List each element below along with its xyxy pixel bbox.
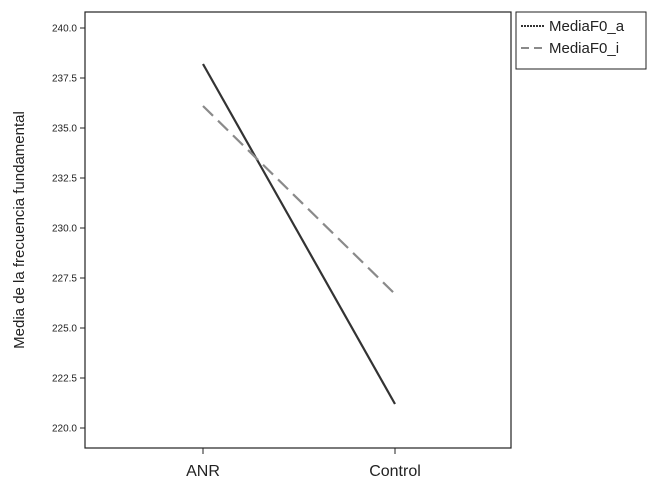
y-tick-label: 232.5 <box>52 174 77 185</box>
y-tick-label: 235.0 <box>52 124 77 135</box>
legend-box <box>515 11 647 70</box>
legend: MediaF0_a MediaF0_i <box>515 11 647 70</box>
x-tick-label: ANR <box>186 463 220 480</box>
series-line-mediaf0-i <box>202 105 396 295</box>
y-tick-label: 227.5 <box>52 274 77 285</box>
y-axis-ticks: 220.0 222.5 225.0 227.5 230.0 232.5 235.0 237.5… <box>52 24 85 435</box>
y-tick-label: 222.5 <box>52 374 77 385</box>
y-tick-label: 237.5 <box>52 74 77 85</box>
y-tick-label: 230.0 <box>52 224 77 235</box>
y-tick-label: 240.0 <box>52 24 77 35</box>
y-tick-label: 220.0 <box>52 424 77 435</box>
y-axis-label: Media de la frecuencia fundamental <box>11 111 28 349</box>
y-tick-label: 225.0 <box>52 324 77 335</box>
series-lines <box>202 63 396 405</box>
x-tick-label: Control <box>369 463 421 480</box>
series-line-mediaf0-a <box>202 63 396 405</box>
legend-label: MediaF0_i <box>549 40 619 57</box>
legend-label: MediaF0_a <box>549 18 625 35</box>
x-axis-ticks: ANR Control <box>186 448 421 480</box>
